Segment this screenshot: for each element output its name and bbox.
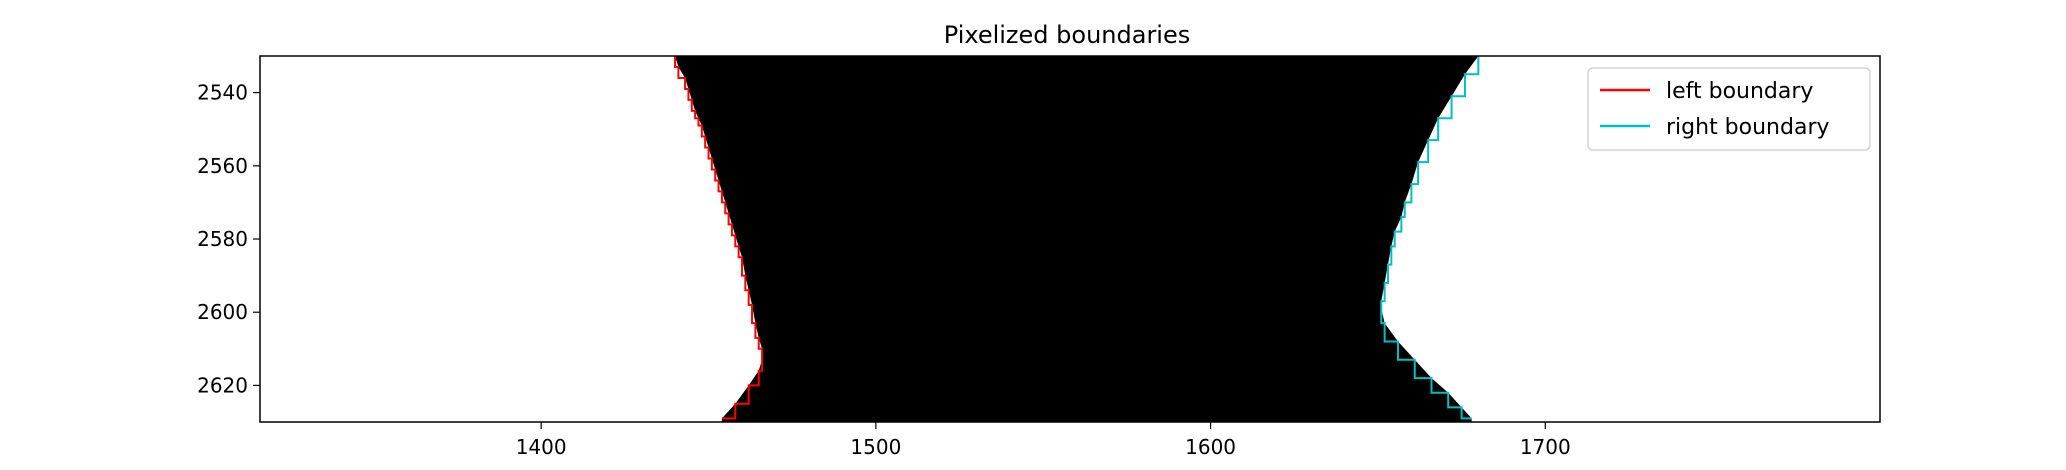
y-tick-label: 2560 bbox=[197, 154, 248, 178]
y-tick-label: 2620 bbox=[197, 373, 248, 397]
y-tick-label: 2600 bbox=[197, 300, 248, 324]
chart-title: Pixelized boundaries bbox=[944, 21, 1191, 49]
x-tick-label: 1500 bbox=[850, 435, 901, 459]
y-tick-label: 2540 bbox=[197, 81, 248, 105]
x-tick-label: 1700 bbox=[1520, 435, 1571, 459]
legend-label: right boundary bbox=[1666, 115, 1830, 140]
legend-label: left boundary bbox=[1666, 79, 1813, 104]
series-line-right-boundary bbox=[1380, 56, 1480, 420]
y-tick-label: 2580 bbox=[197, 227, 248, 251]
legend: left boundary right boundary bbox=[1587, 67, 1871, 151]
axes: 1400 1500 1600 1700 2540 2560 2580 2600 2620 bbox=[197, 55, 1881, 459]
legend-box bbox=[1587, 67, 1871, 151]
x-tick-label: 1600 bbox=[1185, 435, 1236, 459]
mask-band bbox=[675, 56, 1479, 422]
series-line-left-boundary bbox=[674, 56, 764, 420]
x-tick-label: 1400 bbox=[516, 435, 567, 459]
